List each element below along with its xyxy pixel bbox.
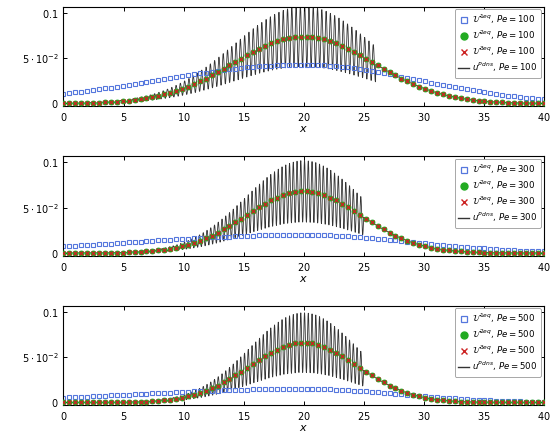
Legend: $\mathcal{U}^{1eq}$, $Pe = 300$, $\mathcal{U}^{2eq}$, $Pe = 300$, $\mathcal{U}^{: $\mathcal{U}^{1eq}$, $Pe = 300$, $\mathc…	[454, 159, 541, 228]
X-axis label: $x$: $x$	[299, 424, 308, 433]
Legend: $\mathcal{U}^{1eq}$, $Pe = 500$, $\mathcal{U}^{2eq}$, $Pe = 500$, $\mathcal{U}^{: $\mathcal{U}^{1eq}$, $Pe = 500$, $\mathc…	[454, 308, 541, 377]
X-axis label: $x$: $x$	[299, 274, 308, 284]
Legend: $\mathcal{U}^{1eq}$, $Pe = 100$, $\mathcal{U}^{2eq}$, $Pe = 100$, $\mathcal{U}^{: $\mathcal{U}^{1eq}$, $Pe = 100$, $\mathc…	[454, 9, 541, 78]
X-axis label: $x$: $x$	[299, 124, 308, 134]
